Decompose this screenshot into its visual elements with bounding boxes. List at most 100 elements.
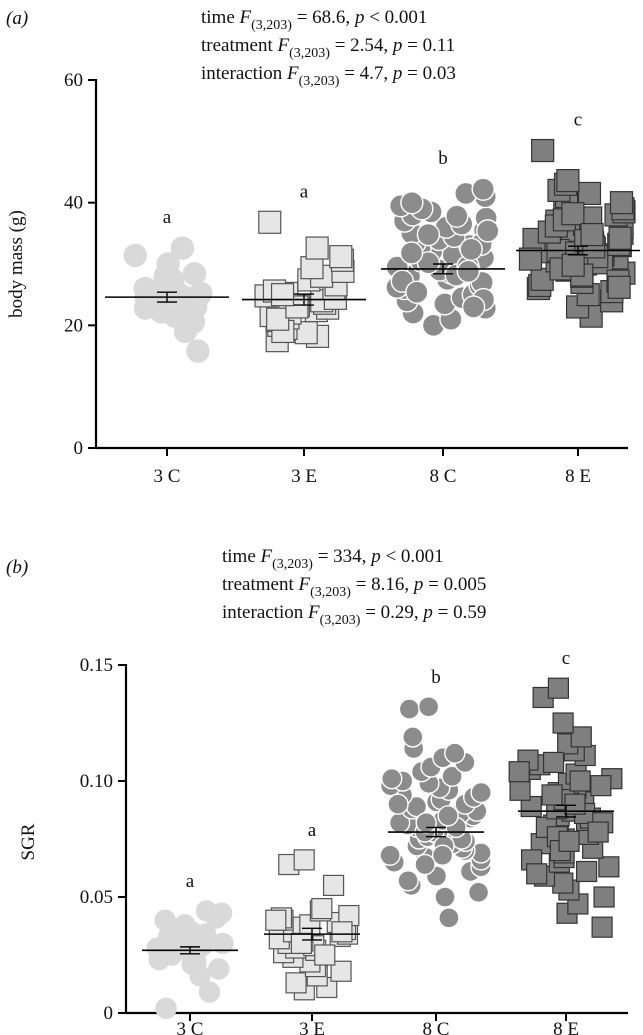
data-point: [461, 295, 486, 319]
data-point: [174, 914, 196, 936]
data-point: [331, 921, 353, 943]
data-point: [467, 881, 490, 904]
significance-letter: a: [163, 207, 172, 228]
panel-a-plot: 0 20 40 60 3 C 3 E 8 C 8 E body mass (g) a a b c: [6, 70, 640, 487]
data-point: [398, 698, 421, 720]
y-tick-label: 0.15: [80, 655, 113, 676]
stat-line-treatment: treatment F(3,203) = 2.54, p = 0.11: [201, 35, 455, 61]
panel-a-statistics: time F(3,203) = 68.6, p < 0.001treatment…: [201, 7, 456, 89]
data-point: [476, 219, 500, 243]
data-point: [387, 793, 409, 815]
data-point: [552, 712, 574, 734]
series-3e: a: [264, 820, 360, 1001]
stat-line-interaction: interaction F(3,203) = 0.29, p = 0.59: [222, 602, 486, 628]
data-point: [133, 276, 157, 301]
data-point: [417, 696, 440, 718]
x-tick-label: 3 C: [177, 1019, 204, 1035]
data-point: [270, 283, 295, 307]
stat-line-time: time F(3,203) = 68.6, p < 0.001: [201, 7, 427, 33]
data-point: [569, 770, 591, 792]
data-point: [195, 900, 218, 922]
data-point: [441, 765, 463, 788]
data-point: [444, 742, 466, 764]
data-point: [191, 930, 213, 952]
significance-letter: c: [574, 110, 582, 131]
data-point: [400, 190, 424, 215]
data-point: [314, 944, 336, 966]
significance-letter: a: [300, 181, 309, 202]
x-tick-label: 3 C: [154, 466, 181, 487]
data-point: [300, 256, 324, 280]
data-point: [182, 262, 207, 286]
y-tick-label: 0: [74, 438, 84, 459]
panel-b-statistics: time F(3,203) = 334, p < 0.001treatment …: [222, 546, 486, 628]
data-point: [208, 958, 230, 980]
data-point: [402, 726, 424, 748]
x-tick-label: 3 E: [291, 466, 317, 487]
data-point: [397, 870, 419, 892]
data-point: [508, 761, 530, 783]
data-point: [531, 138, 555, 163]
data-point: [556, 168, 580, 193]
significance-letter: b: [438, 148, 448, 169]
panel-b-plot: 0 0.05 0.10 0.15 3 C 3 E 8 C 8 E SGR a a b c: [18, 648, 628, 1035]
series-8e: c: [516, 110, 640, 328]
data-point: [285, 972, 307, 994]
data-point: [154, 909, 176, 931]
data-point: [576, 860, 598, 883]
data-point: [608, 226, 632, 250]
y-tick-label: 60: [64, 70, 83, 91]
data-point: [434, 886, 456, 908]
data-point: [445, 204, 469, 228]
significance-letter: b: [431, 667, 441, 688]
data-point: [155, 997, 177, 1020]
data-point: [526, 863, 548, 885]
x-tick-label: 8 C: [423, 1019, 450, 1035]
y-tick-label: 40: [64, 193, 83, 214]
data-point: [471, 177, 495, 201]
y-axis-label: SGR: [18, 823, 39, 860]
data-point: [198, 981, 221, 1003]
x-tick-label: 8 E: [553, 1019, 579, 1035]
data-point: [258, 210, 282, 234]
data-point: [438, 907, 460, 929]
data-point: [547, 677, 570, 699]
stat-line-treatment: treatment F(3,203) = 8.16, p = 0.005: [222, 574, 486, 600]
data-point: [379, 844, 401, 866]
data-point: [587, 821, 609, 843]
data-point: [416, 222, 441, 247]
data-point: [598, 856, 620, 878]
y-tick-label: 0.10: [80, 771, 113, 792]
data-point: [265, 909, 287, 931]
data-point: [405, 280, 429, 304]
data-point: [570, 726, 592, 748]
data-point: [580, 222, 604, 247]
panel-a-label: (a): [6, 8, 28, 29]
series-3e: a: [242, 181, 366, 353]
data-point: [470, 781, 492, 804]
data-point: [305, 236, 329, 260]
data-point: [561, 253, 585, 277]
data-point: [149, 300, 173, 324]
data-point: [212, 932, 234, 955]
data-point: [170, 236, 195, 260]
data-point: [593, 886, 615, 908]
data-point: [456, 259, 481, 284]
data-point: [330, 960, 352, 982]
data-point: [591, 916, 613, 938]
x-tick-label: 8 C: [430, 466, 457, 487]
series-8c: b: [379, 667, 492, 929]
data-point: [311, 897, 333, 920]
significance-letter: a: [186, 871, 195, 892]
data-point: [609, 191, 634, 215]
data-point: [189, 281, 213, 306]
data-point: [266, 307, 290, 331]
data-point: [437, 805, 459, 827]
series-8c: b: [381, 148, 505, 338]
data-point: [561, 202, 585, 226]
panel-b-label: (b): [6, 557, 28, 578]
data-point: [322, 874, 345, 897]
data-point: [150, 941, 173, 964]
data-point: [542, 751, 565, 774]
